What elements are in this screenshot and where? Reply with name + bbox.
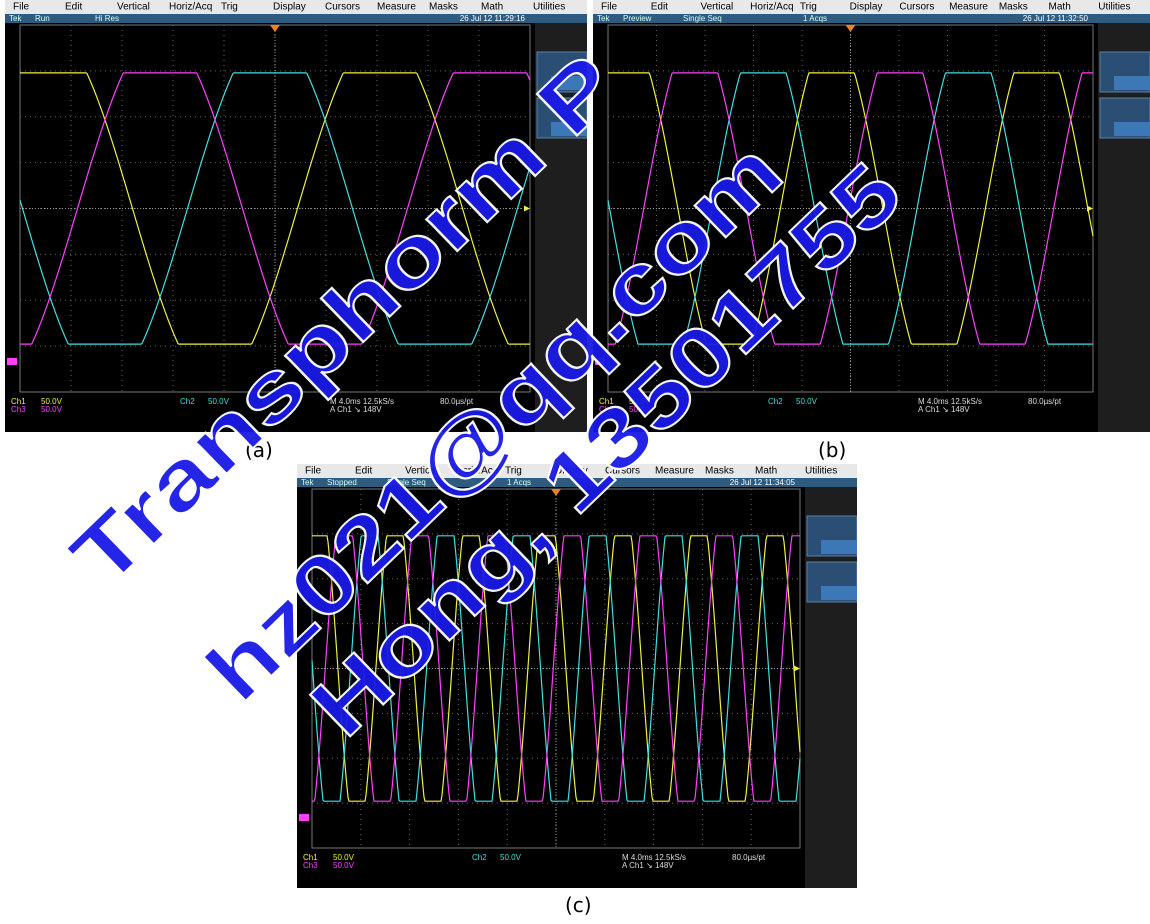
screen-bg — [297, 464, 857, 888]
menu-item[interactable]: Masks — [705, 466, 734, 477]
ch2-label: Ch2 — [768, 397, 783, 406]
scope-screen: File Edit Vertical Horiz/Acq Trig Display Curs… — [593, 0, 1150, 432]
panel-label: (a) — [245, 438, 273, 462]
status-acqs: 1 Acqs — [803, 14, 827, 23]
menu-item[interactable]: Horiz/Acq — [455, 466, 498, 477]
page: File Edit Vertical Horiz/Acq Trig Display Curs… — [0, 0, 1150, 924]
status-acqs: 1 Acqs — [507, 478, 531, 487]
resolution: 80.0µs/pt — [732, 853, 766, 862]
menu-item[interactable]: Vertical — [117, 2, 150, 13]
ch3-scale: 50.0V — [41, 405, 63, 414]
menu-item[interactable]: Trig — [221, 2, 238, 13]
resolution: 80.0µs/pt — [440, 397, 474, 406]
menu-item[interactable]: Utilities — [533, 2, 565, 13]
side-button-face — [821, 540, 857, 554]
menu-item[interactable]: Edit — [65, 2, 82, 13]
ch3-label: Ch3 — [599, 405, 614, 414]
ch2-scale: 50.0V — [208, 397, 230, 406]
side-button-face — [1114, 122, 1150, 136]
status-brand: Tek — [301, 478, 314, 487]
trigger: A Ch1 ↘ 148V — [330, 405, 382, 414]
status-state: Run — [35, 14, 50, 23]
menu-item[interactable]: Math — [481, 2, 503, 13]
status-state: Stopped — [327, 478, 357, 487]
menu-item[interactable]: Cursors — [325, 2, 360, 13]
ch2-label: Ch2 — [180, 397, 195, 406]
status-mode: Single Seq — [387, 478, 426, 487]
menu-item[interactable]: Measure — [949, 2, 988, 13]
menu-item[interactable]: Trig — [505, 466, 522, 477]
menu-item[interactable]: Masks — [429, 2, 458, 13]
menu-item[interactable]: Measure — [377, 2, 416, 13]
ground-marker — [7, 358, 17, 365]
menu-item[interactable]: Edit — [651, 2, 668, 13]
panel-label: (b) — [818, 438, 846, 462]
ch2-scale: 50.0V — [796, 397, 818, 406]
menu-item[interactable]: File — [13, 2, 30, 13]
status-brand: Tek — [9, 14, 22, 23]
trigger: A Ch1 ↘ 148V — [918, 405, 970, 414]
menu-item[interactable]: Horiz/Acq — [750, 2, 793, 13]
trigger: A Ch1 ↘ 148V — [622, 861, 674, 870]
menu-item[interactable]: Cursors — [605, 466, 640, 477]
menu-item[interactable]: Display — [555, 466, 588, 477]
side-button-face — [1114, 76, 1150, 90]
status-state: Preview — [623, 14, 652, 23]
menu-item[interactable]: Math — [755, 466, 777, 477]
ground-marker — [299, 814, 309, 821]
ch2-scale: 50.0V — [500, 853, 522, 862]
ch3-scale: 50.0V — [629, 405, 651, 414]
menu-item[interactable]: Display — [850, 2, 883, 13]
status-brand: Tek — [597, 14, 610, 23]
menu-item[interactable]: Trig — [800, 2, 817, 13]
menu-item[interactable]: Measure — [655, 466, 694, 477]
screen-bg — [5, 0, 587, 432]
status-timestamp: 26 Jul 12 11:32:50 — [1023, 14, 1089, 23]
menu-item[interactable]: Utilities — [805, 466, 837, 477]
menu-item[interactable]: Utilities — [1098, 2, 1130, 13]
menu-item[interactable]: Vertical — [700, 2, 733, 13]
menu-item[interactable]: File — [305, 466, 322, 477]
status-timestamp: 26 Jul 12 11:29:16 — [460, 14, 526, 23]
menu-item[interactable]: Edit — [355, 466, 372, 477]
menu-item[interactable]: Masks — [999, 2, 1028, 13]
ch3-label: Ch3 — [303, 861, 318, 870]
menu-item[interactable]: File — [601, 2, 618, 13]
screen-bg — [593, 0, 1150, 432]
menu-item[interactable]: Horiz/Acq — [169, 2, 212, 13]
ch3-scale: 50.0V — [333, 861, 355, 870]
ch2-label: Ch2 — [472, 853, 487, 862]
ground-marker — [595, 358, 605, 365]
menu-item[interactable]: Display — [273, 2, 306, 13]
panel-label: (c) — [565, 893, 592, 917]
ch3-label: Ch3 — [11, 405, 26, 414]
side-button-face — [551, 76, 587, 90]
status-mode: Hi Res — [95, 14, 119, 23]
side-button-face — [821, 586, 857, 600]
side-button-face — [551, 122, 587, 136]
menu-item[interactable]: Cursors — [899, 2, 934, 13]
status-mode: Single Seq — [683, 14, 722, 23]
scope-screen: File Edit Vertical Horiz/Acq Trig Display Curs… — [297, 464, 857, 888]
menu-item[interactable]: Math — [1049, 2, 1071, 13]
status-timestamp: 26 Jul 12 11:34:05 — [730, 478, 796, 487]
menu-item[interactable]: Vertical — [405, 466, 438, 477]
scope-screen: File Edit Vertical Horiz/Acq Trig Display Curs… — [5, 0, 587, 432]
resolution: 80.0µs/pt — [1028, 397, 1062, 406]
